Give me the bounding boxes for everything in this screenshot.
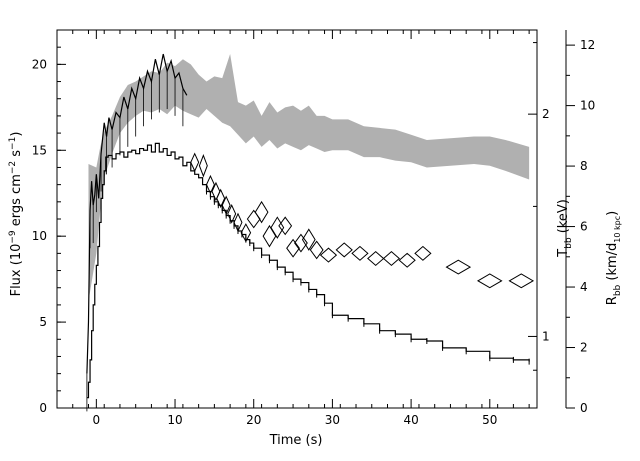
- radius-diamond-14: [286, 238, 300, 258]
- y-tick-label-2: 10: [32, 229, 47, 243]
- y-tick-label-0: 0: [39, 401, 47, 415]
- radius-axis-label: Rbb (km/d10 kpc): [605, 211, 623, 305]
- radius-diamond-0: [190, 152, 200, 173]
- radius-diamond-1: [198, 154, 208, 178]
- radius-diamond-13: [278, 216, 293, 236]
- radius-diamond-7: [233, 212, 243, 233]
- radius-diamond-26: [476, 273, 503, 289]
- radius-diamond-3: [211, 181, 221, 202]
- r-tick-label-6: 12: [580, 38, 595, 52]
- x-tick-label-5: 50: [482, 413, 497, 427]
- radius-diamond-20: [351, 245, 369, 261]
- x-tick-label-3: 30: [325, 413, 340, 427]
- x-tick-label-2: 20: [246, 413, 261, 427]
- r-tick-label-3: 6: [580, 220, 588, 234]
- radius-diamond-4: [216, 188, 226, 209]
- radius-diamond-18: [319, 247, 338, 263]
- radius-diamond-12: [270, 216, 285, 239]
- x-tick-label-1: 10: [167, 413, 182, 427]
- temperature-band: [88, 54, 530, 302]
- radius-diamond-2: [205, 174, 215, 195]
- r-tick-label-5: 10: [580, 99, 595, 113]
- radius-diamond-21: [367, 250, 385, 267]
- radius-diamond-16: [301, 228, 316, 251]
- r-tick-label-1: 2: [580, 341, 588, 355]
- radius-diamond-8: [240, 223, 252, 243]
- radius-diamond-22: [382, 250, 401, 267]
- radius-diamond-19: [335, 242, 353, 258]
- x-axis-label: Time (s): [269, 433, 323, 448]
- x-tick-label-0: 0: [93, 413, 101, 427]
- radius-diamond-10: [254, 200, 269, 224]
- t-tick-label-1: 2: [542, 107, 550, 121]
- radius-diamond-23: [398, 252, 416, 268]
- radius-diamond-11: [262, 224, 277, 248]
- y-axis-label: Flux (10−9 ergs cm−2 s−1): [8, 132, 24, 297]
- y-tick-label-1: 5: [39, 315, 47, 329]
- r-tick-label-0: 0: [580, 401, 588, 415]
- temperature-axis-label: Tbb (keV): [556, 199, 574, 258]
- r-tick-label-4: 8: [580, 159, 588, 173]
- y-tick-label-3: 15: [32, 143, 47, 157]
- radius-diamond-24: [414, 245, 432, 261]
- y-tick-label-4: 20: [32, 57, 47, 71]
- flux-histogram-line: [86, 142, 530, 399]
- flux-line-layer: [86, 53, 530, 412]
- x-tick-label-4: 40: [403, 413, 418, 427]
- r-tick-label-2: 4: [580, 280, 588, 294]
- radius-diamond-25: [445, 259, 472, 275]
- radius-diamond-17: [309, 240, 324, 260]
- radius-diamond-layer: [190, 152, 535, 289]
- flux-upper-envelope-line: [86, 53, 188, 374]
- t-tick-label-0: 1: [542, 329, 550, 343]
- radius-diamond-9: [246, 209, 261, 229]
- radius-diamond-27: [508, 273, 535, 289]
- temperature-band-layer: [88, 54, 530, 302]
- radius-diamond-15: [294, 233, 308, 253]
